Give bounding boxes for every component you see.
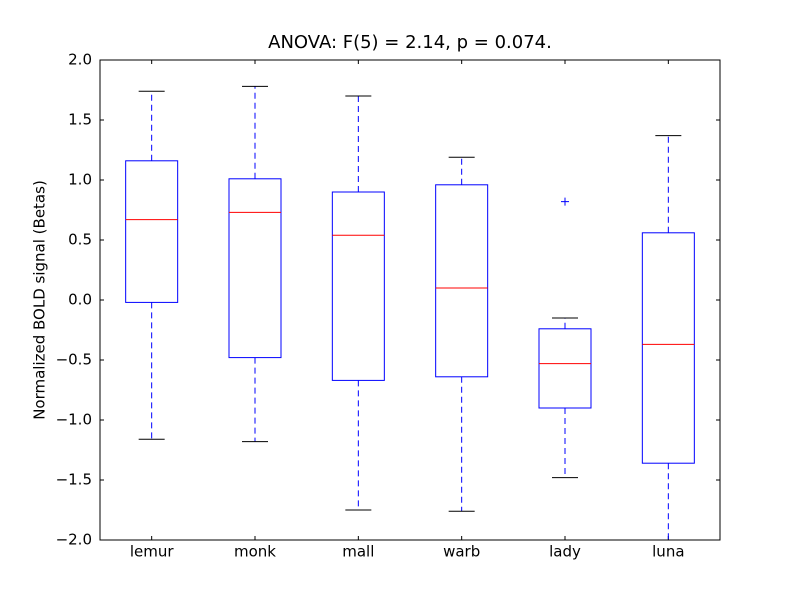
y-tick-label: 2.0 <box>68 51 92 69</box>
box <box>331 191 385 381</box>
flier <box>561 197 569 206</box>
x-tick-label: monk <box>234 543 276 561</box>
x-tick-label: lady <box>549 543 581 561</box>
y-tick-label: −1.5 <box>56 471 92 489</box>
y-tick-label: 1.5 <box>68 111 92 129</box>
y-tick-label: 0.0 <box>68 291 92 309</box>
x-tick-label: lemur <box>130 543 175 561</box>
box <box>435 184 489 378</box>
y-tick-label: 0.5 <box>68 231 92 249</box>
box <box>641 232 695 464</box>
y-tick-label: −2.0 <box>56 531 92 549</box>
x-tick-label: mall <box>342 543 374 561</box>
x-tick-label: warb <box>443 543 480 561</box>
box <box>125 160 179 303</box>
chart-title: ANOVA: F(5) = 2.14, p = 0.074. <box>268 32 552 53</box>
plot-frame <box>99 59 721 541</box>
box <box>538 328 592 409</box>
y-tick-label: 1.0 <box>68 171 92 189</box>
x-tick-label: luna <box>652 543 684 561</box>
y-tick-label: −1.0 <box>56 411 92 429</box>
box <box>228 178 282 359</box>
y-tick-label: −0.5 <box>56 351 92 369</box>
y-axis-label: Normalized BOLD signal (Betas) <box>31 180 49 420</box>
